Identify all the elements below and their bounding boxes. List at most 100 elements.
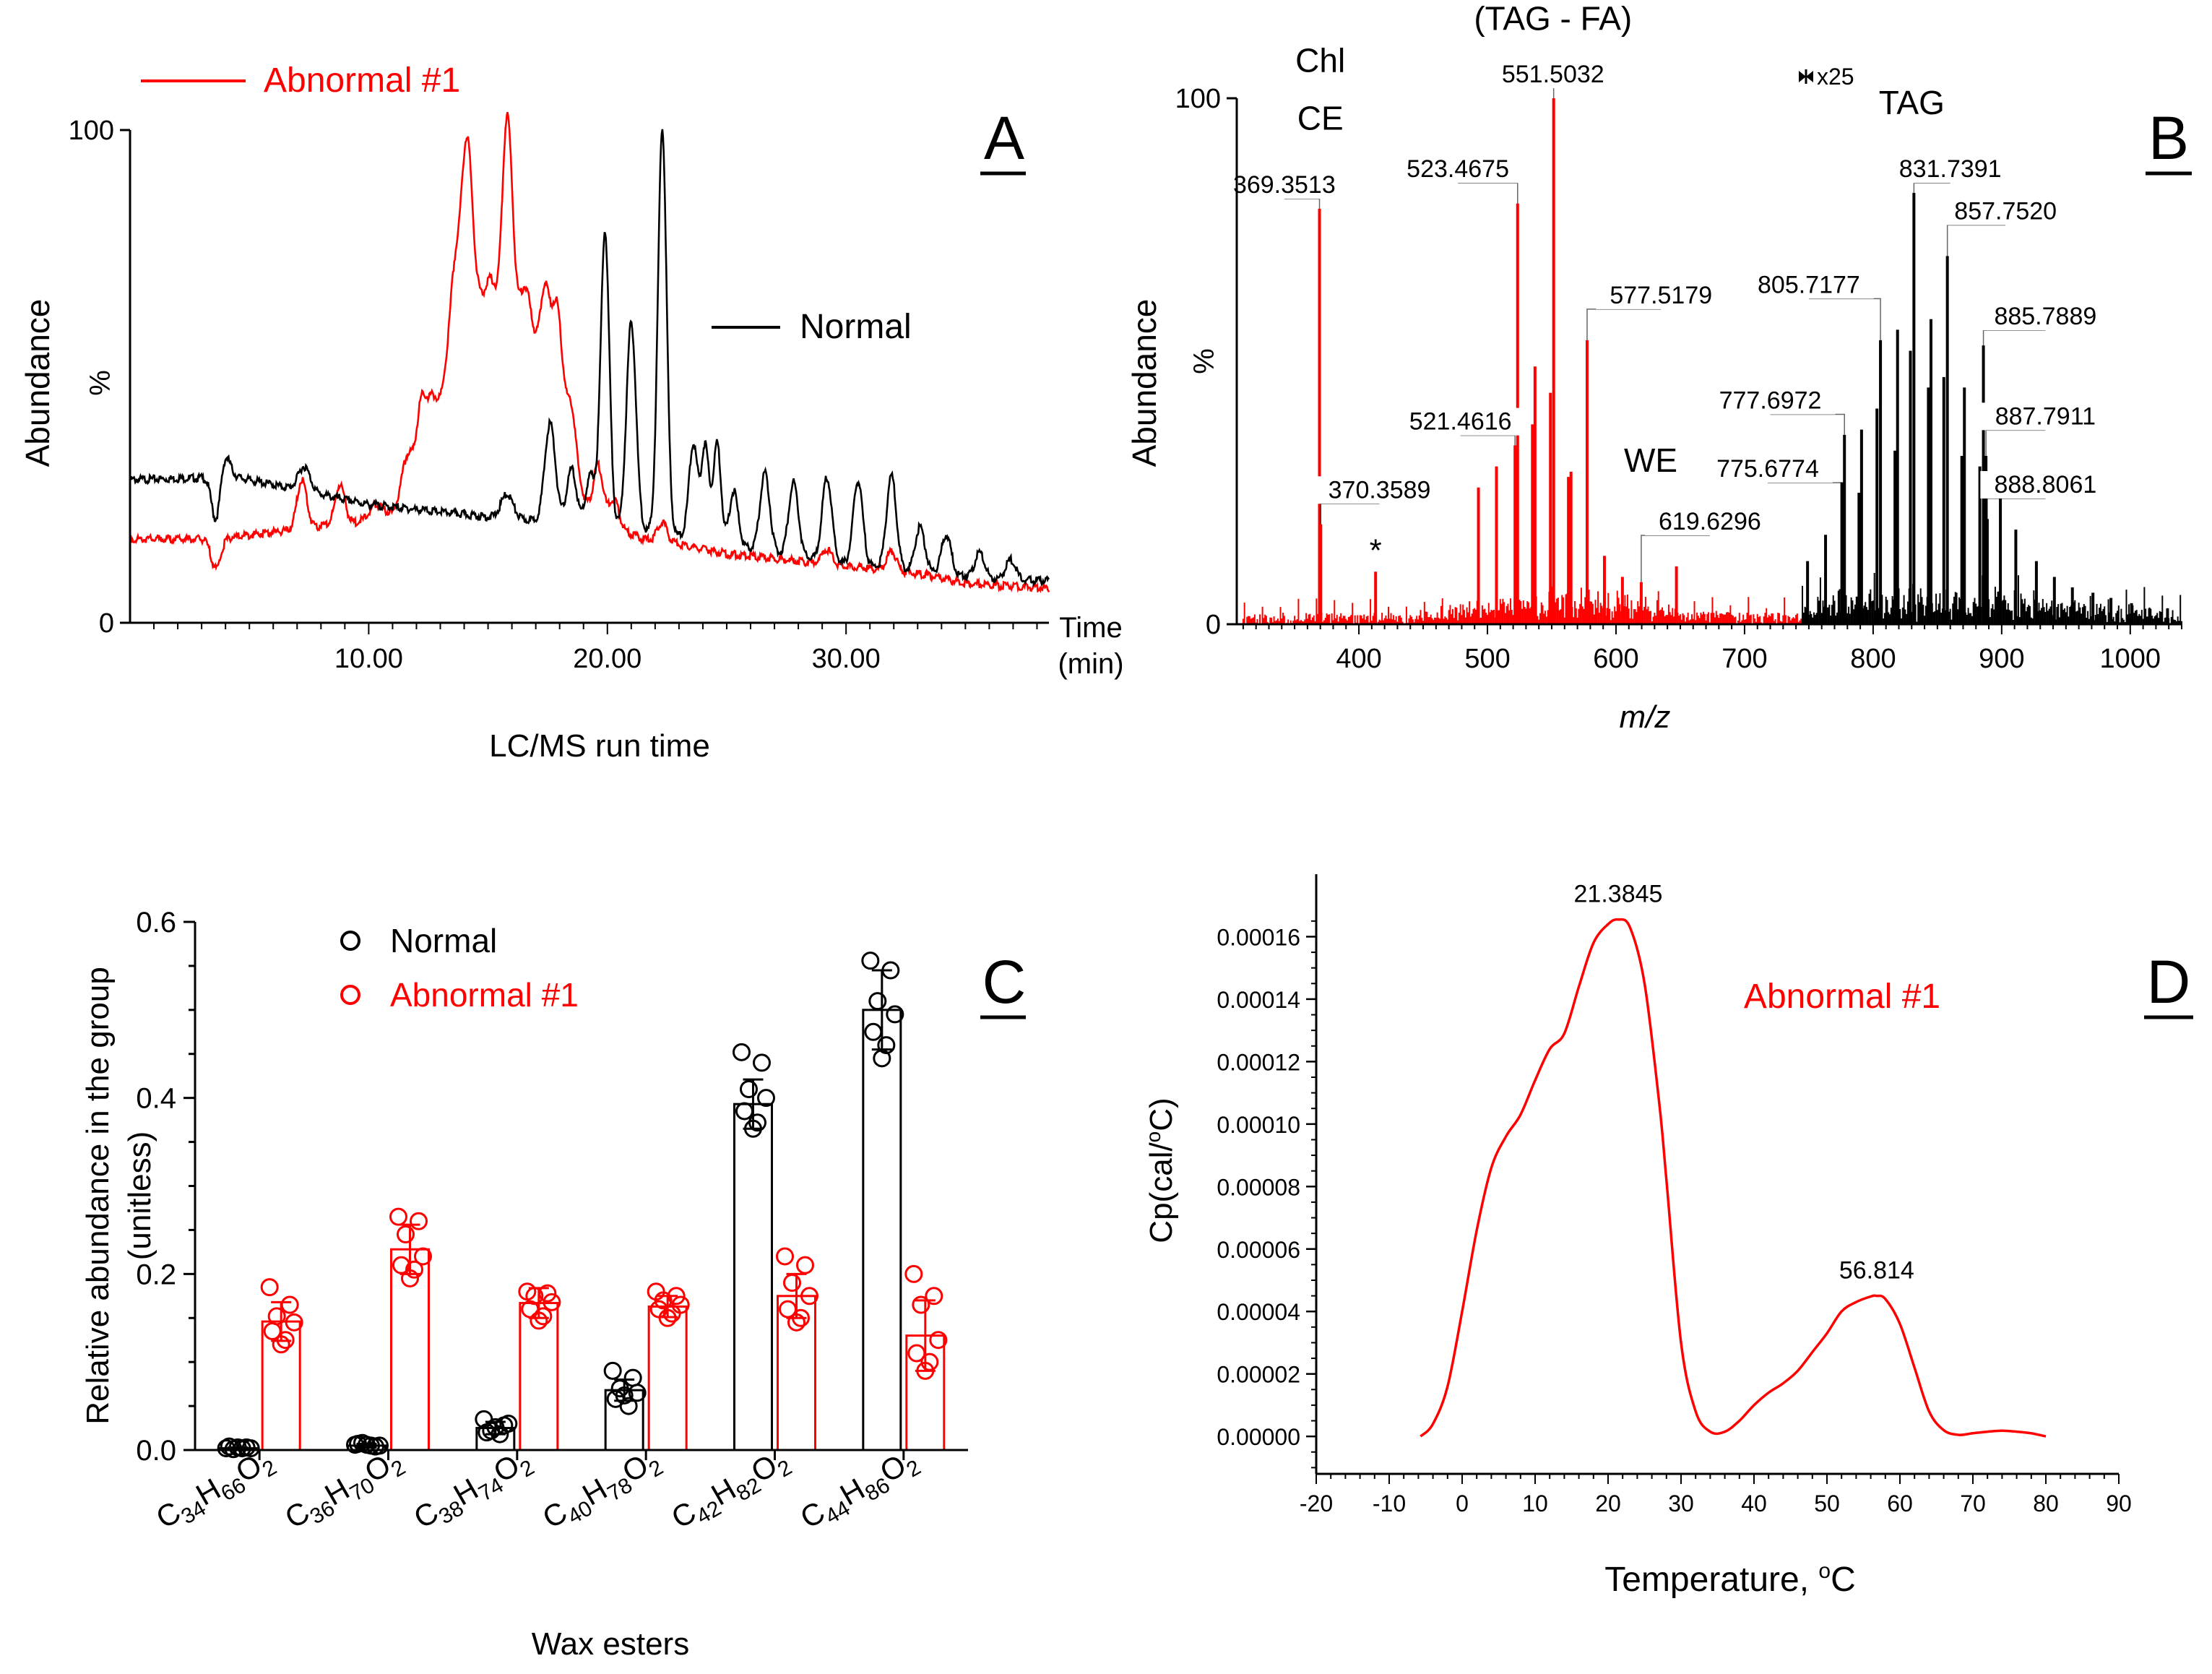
- panel-c-point-normal: [873, 1049, 891, 1068]
- panel-c-plot-area: [217, 952, 948, 1459]
- panel-b-annotation-bg: [1487, 61, 1618, 89]
- panel-c-y-tick-label: 0.4: [136, 1083, 176, 1115]
- panel-c-point-abnormal: [658, 1308, 677, 1327]
- panel-b-x-tick-label: 900: [1979, 644, 2024, 674]
- panel-d-y-label-pre: Cp(cal/: [1144, 1142, 1179, 1243]
- panel-a-label: A: [984, 104, 1024, 172]
- panel-c-point-normal: [886, 1005, 904, 1024]
- panel-c-y-axis-label: Relative abundance in the group: [80, 967, 116, 1425]
- panel-c-point-abnormal: [263, 1322, 282, 1341]
- panel-c-point-abnormal: [525, 1287, 544, 1306]
- panel-c-point-normal: [881, 961, 900, 980]
- panel-b-annotation-label: 523.4675: [1407, 155, 1509, 183]
- panel-a-x-tick-label: 30.00: [812, 644, 881, 674]
- panel-d-y-tick-label: 0.00004: [1217, 1299, 1300, 1325]
- panel-b-annotation-bg: [1393, 155, 1524, 184]
- panel-d-x-tick-label: 0: [1456, 1490, 1469, 1516]
- panel-b-class-label: WE: [1624, 441, 1677, 479]
- panel-b-annotation-label: 775.6774: [1716, 455, 1819, 483]
- panel-d-x-tick-label: -20: [1300, 1490, 1333, 1516]
- panel-c-point-abnormal: [543, 1293, 561, 1311]
- panel-d-x-ticks: -20 -10 0 10 20 30 40 50 60 70 80 90: [1300, 1474, 2132, 1516]
- panel-d-y-axis-label: Cp(cal/oC): [1142, 1097, 1179, 1243]
- panel-b-annotation-bg: [1743, 271, 1874, 299]
- panel-b-annotation-bg: [1980, 402, 2111, 431]
- panel-d-peak-label: 56.814: [1839, 1257, 1914, 1285]
- panel-c-point-abnormal: [929, 1331, 948, 1350]
- panel-c-y-axis-label-unit: (unitless): [122, 1131, 157, 1261]
- panel-b-x-tick-label: 500: [1464, 644, 1510, 674]
- panel-b-annotation-label: 857.7520: [1954, 197, 2057, 225]
- panel-c-point-normal: [220, 1437, 238, 1456]
- panel-d-y-tick-label: 0.00006: [1217, 1237, 1300, 1263]
- panel-d-y-tick-label: 0.00000: [1217, 1424, 1300, 1450]
- panel-d-x-tick-label: 80: [2033, 1490, 2059, 1516]
- panel-c-x-tick-label: C34H66O2: [150, 1441, 281, 1540]
- panel-b-annotation-leader: [1987, 498, 2046, 519]
- panel-c-point-abnormal: [904, 1264, 923, 1283]
- panel-b-annotation-label: 369.3513: [1233, 171, 1336, 199]
- panel-d-curve-abnormal: [1420, 918, 2047, 1438]
- panel-c-y-tick-label: 0.2: [136, 1259, 176, 1290]
- panel-c-x-tick-label: C44H86O2: [795, 1441, 925, 1540]
- panel-b-annotation-label: 805.7177: [1758, 271, 1860, 298]
- panel-b-x-tick-label: 400: [1336, 644, 1381, 674]
- panel-b-annotation-leader: [1982, 329, 2046, 346]
- panel-c-point-abnormal: [920, 1352, 939, 1371]
- panel-c-point-abnormal: [392, 1256, 410, 1274]
- panel-c-point-normal: [615, 1386, 634, 1405]
- panel-b-annotation-bg: [1314, 476, 1445, 504]
- panel-d-x-tick-label: 40: [1741, 1490, 1767, 1516]
- panel-b-x-tick-label: 700: [1721, 644, 1767, 674]
- panel-c-point-abnormal: [389, 1207, 407, 1226]
- panel-b-zoom-marker: x25: [1799, 64, 1854, 90]
- panel-a-y-ticks: 0 100: [69, 116, 130, 639]
- panel-d-axes: 0.00000 0.00002 0.00004 0.00006 0.00008 0.000…: [1217, 874, 2132, 1516]
- panel-b-annotation-leader: [1320, 503, 1380, 525]
- panel-c-point-abnormal: [907, 1344, 926, 1363]
- panel-b-class-label: Chl: [1295, 42, 1345, 79]
- panel-b-annotation-label: 888.8061: [1994, 471, 2096, 499]
- panel-d-x-tick-label: 90: [2106, 1490, 2132, 1516]
- panel-c-bar-abnormal: [390, 1248, 430, 1451]
- panel-c-point-abnormal: [776, 1247, 794, 1266]
- panel-b-plot-area: [1242, 98, 2182, 624]
- panel-c-point-normal: [861, 952, 880, 970]
- panel-d-plot-area: 21.3845 56.814: [1420, 881, 2047, 1438]
- panel-b-axes: 400 500 600 700 800 900 1000 0 100: [1175, 84, 2182, 674]
- panel-b-class-label: CE: [1297, 100, 1344, 137]
- panel-b-annotation-label: 831.7391: [1899, 155, 2002, 183]
- panel-b-annotation-bg: [1705, 387, 1836, 415]
- panel-c-point-normal: [241, 1439, 260, 1458]
- panel-c-point-abnormal: [397, 1225, 415, 1244]
- panel-c-legend-normal: Normal: [390, 922, 497, 959]
- panel-d-y-tick-label: 0.00008: [1217, 1174, 1300, 1200]
- panel-c-bar-abnormal: [519, 1302, 559, 1451]
- panel-a-x-ticks: 10.00 20.00 30.00: [153, 623, 1038, 674]
- panel-d-y-tick-label: 0.00016: [1217, 924, 1300, 950]
- panel-c-point-abnormal: [272, 1335, 290, 1354]
- panel-a-legend-normal: Normal: [800, 308, 912, 346]
- panel-c-point-abnormal: [538, 1284, 557, 1303]
- panel-d-y-ticks: 0.00000 0.00002 0.00004 0.00006 0.00008 0.000…: [1217, 920, 1316, 1469]
- panel-b-annotation-bg: [1395, 407, 1526, 436]
- panel-c-point-normal: [864, 1022, 883, 1041]
- panel-b-annotation-leader: [1985, 429, 2046, 457]
- panel-a-y-tick-label: 100: [69, 116, 114, 146]
- panel-c-point-abnormal: [796, 1256, 814, 1274]
- panel-c-point-abnormal: [800, 1287, 818, 1306]
- panel-c-x-tick-label: C40H78O2: [537, 1441, 668, 1540]
- panel-c-point-abnormal: [414, 1247, 432, 1266]
- panel-d-x-tick-label: 30: [1668, 1490, 1694, 1516]
- panel-a-chromatogram: 10.00 20.00 30.00 0 100 Abundance % Time (m…: [19, 61, 1124, 764]
- panel-c-point-normal: [753, 1053, 771, 1072]
- panel-c-point-abnormal: [401, 1269, 419, 1287]
- panel-c-label: C: [982, 948, 1027, 1016]
- panel-c-point-abnormal: [530, 1311, 548, 1330]
- panel-d-x-tick-label: 70: [1960, 1490, 1986, 1516]
- panel-a-x-unit-min: (min): [1058, 648, 1123, 680]
- panel-c-point-abnormal: [662, 1304, 681, 1323]
- panel-b-annotation-label: 370.3589: [1329, 476, 1431, 504]
- panel-c-point-normal: [628, 1384, 647, 1402]
